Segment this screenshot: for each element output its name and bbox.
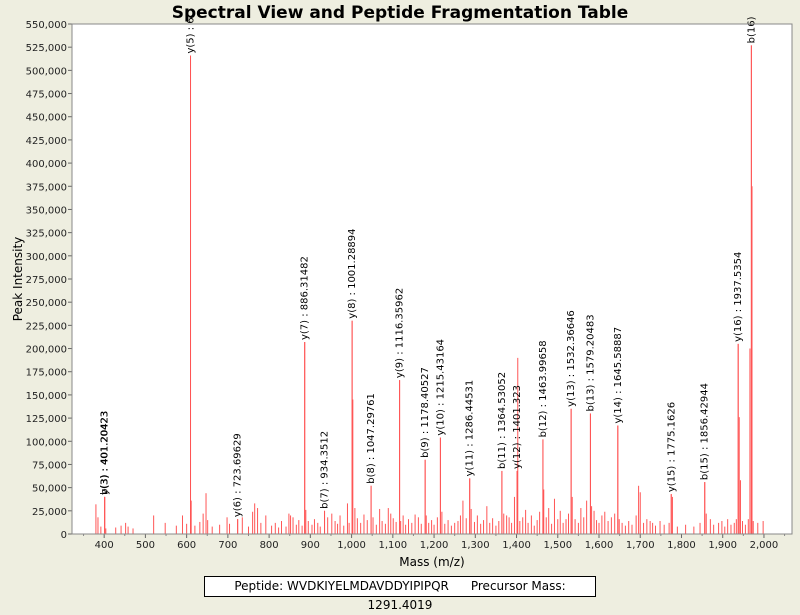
- x-tick-label: 1,100: [379, 540, 408, 551]
- x-tick-label: 1,300: [461, 540, 490, 551]
- y-tick-label: 0: [61, 530, 67, 541]
- y-tick-label: 25,000: [32, 507, 67, 518]
- plot-area: [71, 23, 793, 535]
- y-tick-label: 350,000: [26, 205, 67, 216]
- peak-annotation: y(13) : 1532.36646: [566, 310, 577, 407]
- y-axis: 0 25,000 50,000 75,000 100,000 125,000 150,000…: [26, 20, 72, 541]
- x-tick-label: 1,200: [420, 540, 449, 551]
- peak-annotation: b(3) : 401.20423: [100, 411, 111, 495]
- y-tick-label: 125,000: [26, 414, 67, 425]
- y-tick-label: 250,000: [26, 298, 67, 309]
- peak-annotation: b(8) : 1047.29761: [366, 393, 377, 484]
- y-axis-label: Peak Intensity: [11, 237, 25, 322]
- y-tick-label: 150,000: [26, 391, 67, 402]
- peak-annotation: b(16): [746, 16, 757, 43]
- y-tick-label: 500,000: [26, 66, 67, 77]
- y-tick-label: 450,000: [26, 113, 67, 124]
- peptide-info-box: Peptide: WVDKIYELMDAVDDYIPIPQR Precursor …: [204, 576, 596, 612]
- chart-title: Spectral View and Peptide Fragmentation …: [171, 3, 629, 23]
- y-tick-label: 225,000: [26, 321, 67, 332]
- peak-layer: [95, 45, 764, 534]
- peak-annotation: b(9) : 1178.40527: [420, 367, 431, 458]
- peak-annotation: y(5) : 6: [186, 17, 197, 53]
- x-tick-label: 900: [301, 540, 320, 551]
- peak-annotation: y(16) : 1937.5354: [733, 252, 744, 342]
- peak-annotation: y(15) : 1775.1626: [666, 402, 677, 492]
- peak-annotation: y(9) : 1116.35962: [395, 288, 406, 378]
- plot-border: [71, 23, 793, 535]
- x-tick-label: 1,400: [502, 540, 531, 551]
- y-tick-label: 75,000: [32, 460, 67, 471]
- y-tick-label: 100,000: [26, 437, 67, 448]
- peak-annotation: b(12) : 1463.99658: [538, 340, 549, 437]
- peak-annotation: y(10) : 1215.43164: [435, 339, 446, 436]
- peak-annotation: y(14) : 1645.58887: [613, 327, 624, 424]
- x-axis-label: Mass (m/z): [399, 555, 464, 569]
- x-tick-label: 700: [218, 540, 237, 551]
- x-tick-label: 400: [95, 540, 114, 551]
- y-tick-label: 400,000: [26, 159, 67, 170]
- y-tick-label: 375,000: [26, 182, 67, 193]
- x-tick-label: 800: [260, 540, 279, 551]
- x-tick-label: 1,800: [667, 540, 696, 551]
- peak-annotation: y(12) : 1401.323: [512, 385, 523, 469]
- peak-annotation: b(15) : 1856.42944: [700, 383, 711, 480]
- y-tick-label: 550,000: [26, 20, 67, 31]
- x-tick-label: 1,000: [337, 540, 366, 551]
- peak-annotation: y(8) : 1001.28894: [347, 228, 358, 318]
- peak-annotation: b(13) : 1579.20483: [585, 314, 596, 411]
- peak-annotation: b(11) : 1364.53052: [497, 372, 508, 469]
- y-tick-label: 325,000: [26, 229, 67, 240]
- y-tick-label: 175,000: [26, 368, 67, 379]
- x-tick-label: 1,600: [585, 540, 614, 551]
- x-tick-label: 600: [177, 540, 196, 551]
- peak-annotation: b(7) : 934.3512: [320, 431, 331, 509]
- spectrum-chart: 0 25,000 50,000 75,000 100,000 125,000 150,000…: [11, 16, 793, 569]
- x-tick-label: 2,000: [750, 540, 779, 551]
- y-tick-label: 200,000: [26, 345, 67, 356]
- peptide-sequence: Peptide: WVDKIYELMDAVDDYIPIPQR: [234, 579, 449, 593]
- x-tick-label: 500: [136, 540, 155, 551]
- y-tick-label: 50,000: [32, 484, 67, 495]
- y-tick-label: 525,000: [26, 43, 67, 54]
- x-tick-label: 1,900: [708, 540, 737, 551]
- peak-annotation: y(7) : 886.31482: [300, 256, 311, 340]
- peak-annotation: y(6) : 723.69629: [233, 433, 244, 517]
- y-tick-label: 300,000: [26, 252, 67, 263]
- peak-annotation: y(11) : 1286.44531: [465, 380, 476, 477]
- y-tick-label: 275,000: [26, 275, 67, 286]
- y-tick-label: 425,000: [26, 136, 67, 147]
- x-tick-label: 1,500: [543, 540, 572, 551]
- y-tick-label: 475,000: [26, 90, 67, 101]
- x-axis: 400 500 600 700 800 900 1,000 1,100 1,200 1,300 1,…: [83, 534, 786, 551]
- x-tick-label: 1,700: [626, 540, 655, 551]
- peak-annotation: y(3) : 401.20423: [100, 411, 111, 495]
